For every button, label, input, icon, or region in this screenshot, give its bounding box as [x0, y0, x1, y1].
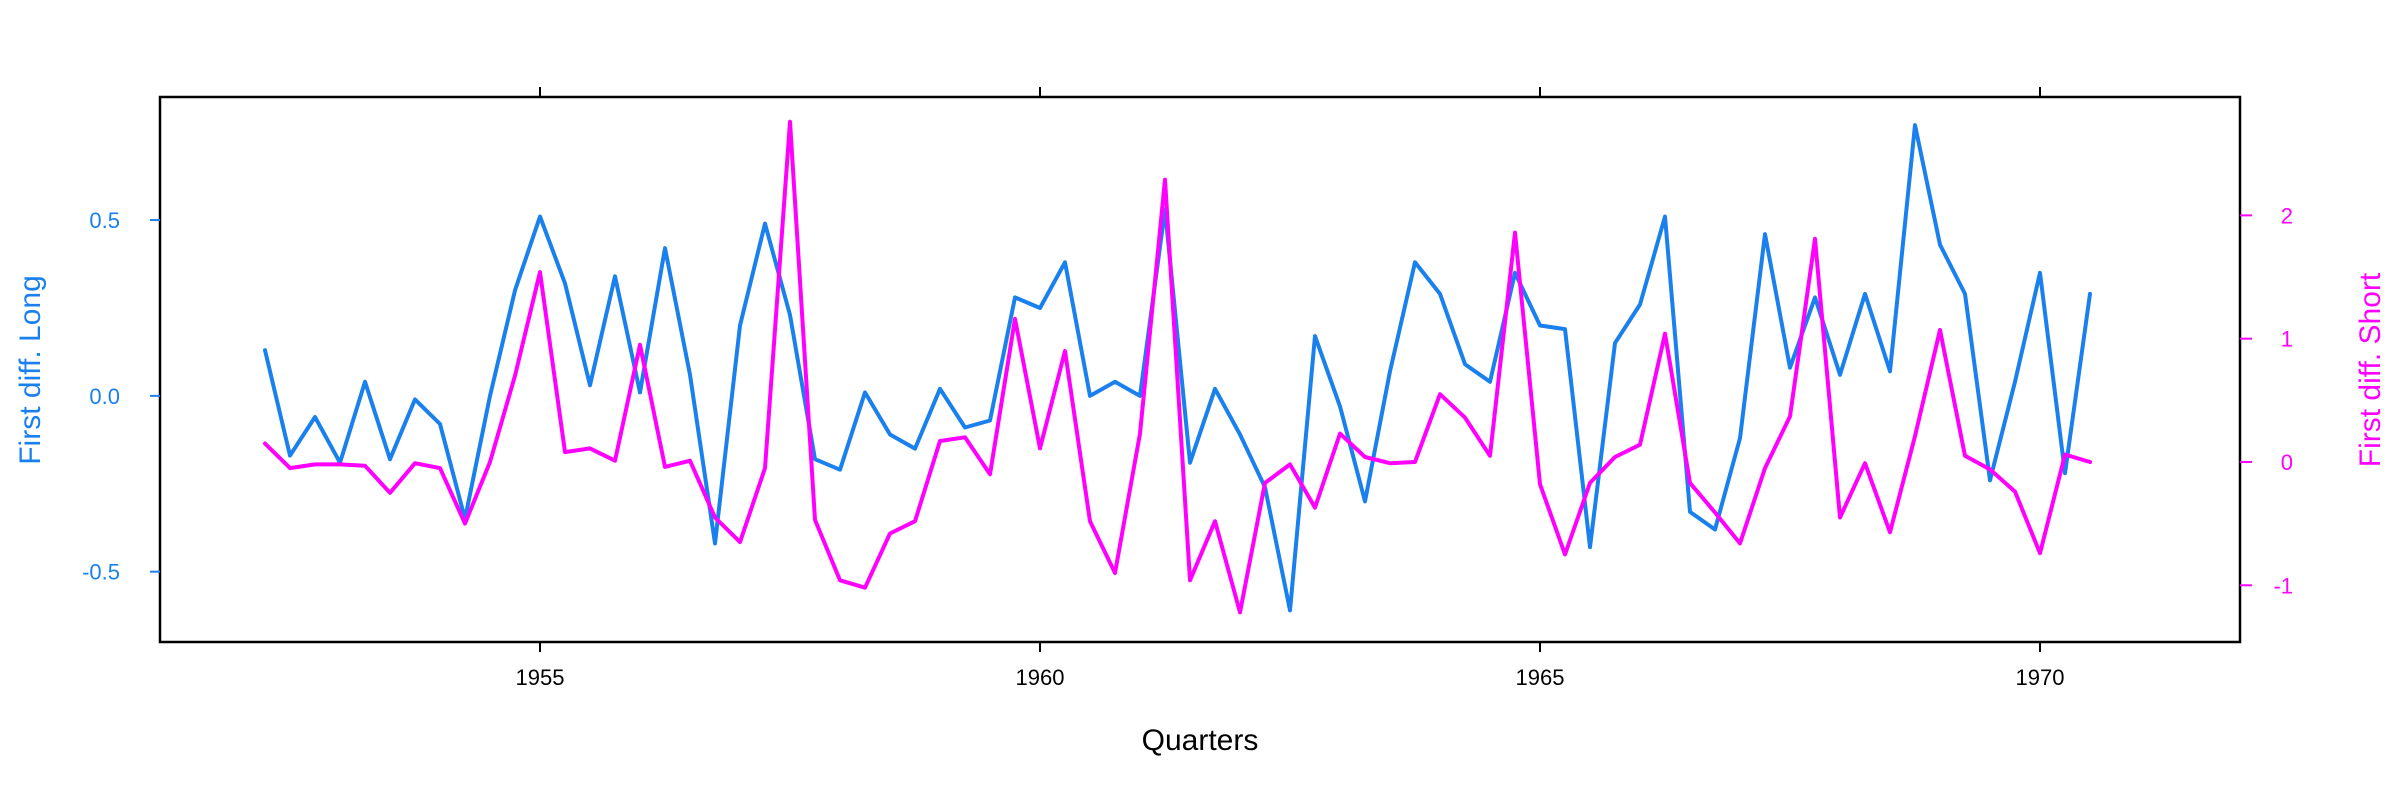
series-line-short: [263, 119, 2092, 615]
x-tick-label: 1970: [2016, 665, 2065, 690]
series-line-long: [263, 123, 2092, 613]
left-y-tick-label: 0.0: [89, 384, 120, 409]
x-tick-label: 1960: [1016, 665, 1065, 690]
right-y-axis: -1 0 1 2: [2240, 203, 2293, 598]
right-y-tick-label: 2: [2281, 203, 2293, 228]
left-y-tick-label: -0.5: [82, 560, 120, 585]
plot-frame: [158, 95, 2242, 644]
x-tick-label: 1955: [516, 665, 565, 690]
left-y-axis-title: First diff. Long: [14, 275, 47, 465]
right-y-tick-label: -1: [2273, 573, 2293, 598]
x-axis-title: Quarters: [1142, 724, 1259, 757]
x-tick-label: 1965: [1516, 665, 1565, 690]
left-y-axis: -0.5 0.0 0.5: [82, 208, 160, 585]
x-axis: 1955 1960 1965 1970: [516, 87, 2065, 690]
right-y-tick-label: 0: [2281, 450, 2293, 475]
left-y-tick-label: 0.5: [89, 208, 120, 233]
right-y-tick-label: 1: [2281, 327, 2293, 352]
right-y-axis-title: First diff. Short: [2354, 272, 2387, 467]
series-layer: [263, 119, 2092, 615]
